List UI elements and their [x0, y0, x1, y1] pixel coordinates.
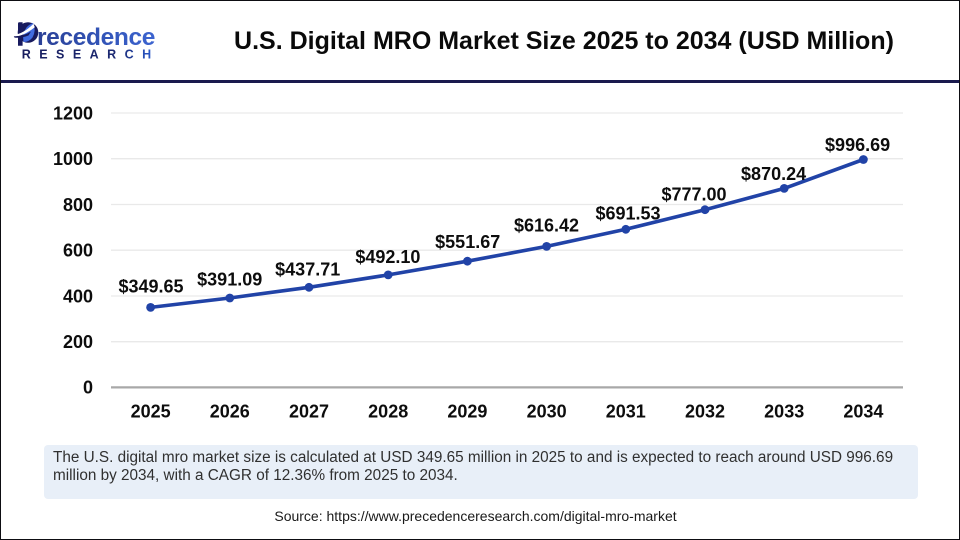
svg-text:$777.00: $777.00: [661, 185, 726, 205]
svg-text:2026: 2026: [210, 402, 250, 422]
svg-text:2028: 2028: [368, 402, 408, 422]
svg-text:RESEARCH: RESEARCH: [22, 48, 160, 62]
svg-text:$551.67: $551.67: [435, 232, 500, 252]
svg-text:200: 200: [63, 332, 93, 352]
svg-text:2025: 2025: [131, 402, 171, 422]
svg-text:2034: 2034: [843, 402, 883, 422]
svg-text:recedence: recedence: [37, 24, 155, 51]
svg-text:2027: 2027: [289, 402, 329, 422]
svg-text:2031: 2031: [606, 402, 646, 422]
svg-text:600: 600: [63, 241, 93, 261]
svg-text:$996.69: $996.69: [825, 135, 890, 155]
svg-text:$691.53: $691.53: [595, 203, 660, 223]
svg-text:0: 0: [83, 378, 93, 398]
svg-text:1000: 1000: [53, 149, 93, 169]
svg-text:$437.71: $437.71: [275, 260, 340, 280]
svg-text:$391.09: $391.09: [197, 270, 262, 290]
svg-text:2032: 2032: [685, 402, 725, 422]
svg-text:2033: 2033: [764, 402, 804, 422]
svg-text:2029: 2029: [447, 402, 487, 422]
svg-text:1200: 1200: [53, 103, 93, 123]
svg-text:$870.24: $870.24: [741, 164, 806, 184]
svg-text:2030: 2030: [527, 402, 567, 422]
svg-text:$349.65: $349.65: [118, 276, 183, 296]
svg-text:400: 400: [63, 286, 93, 306]
svg-text:$492.10: $492.10: [355, 247, 420, 267]
svg-text:800: 800: [63, 195, 93, 215]
svg-text:$616.42: $616.42: [514, 215, 579, 235]
